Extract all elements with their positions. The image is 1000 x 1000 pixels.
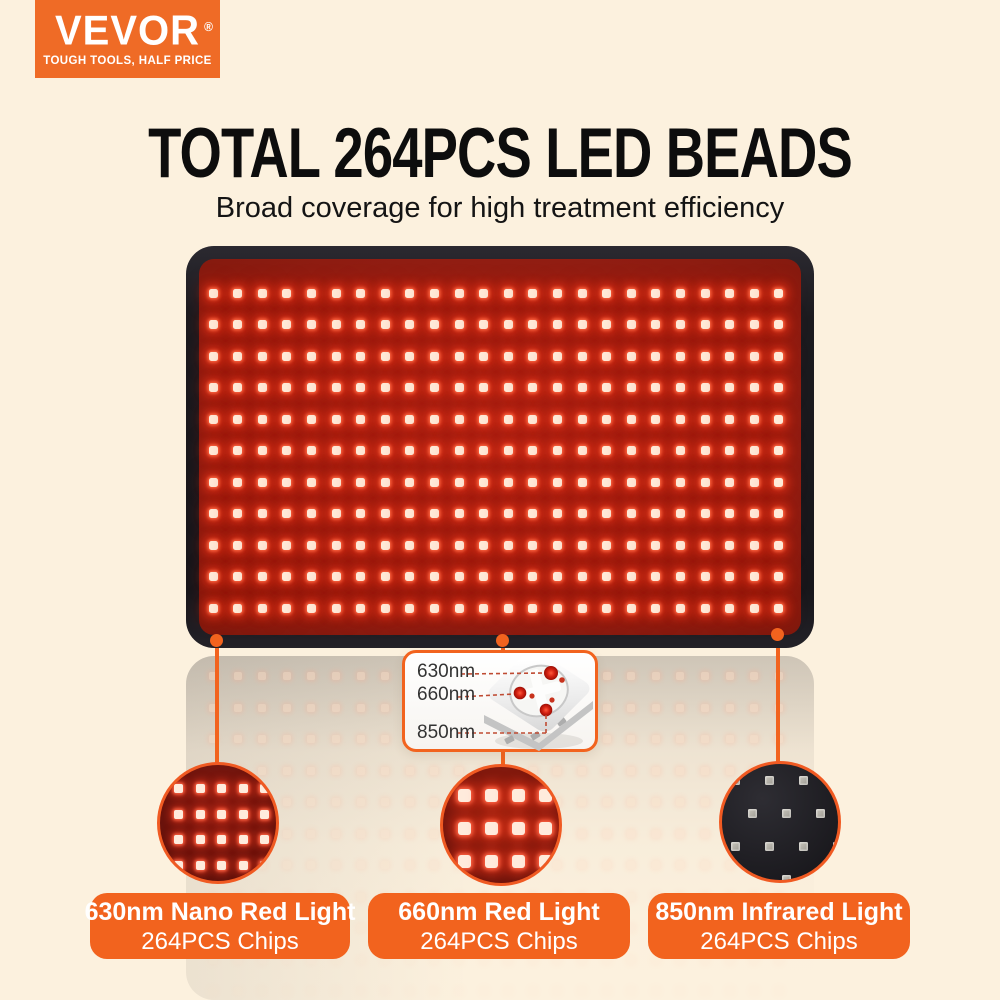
feature-bar-850nm: 850nm Infrared Light 264PCS Chips <box>648 893 910 959</box>
callout-label-850nm: 850nm <box>417 722 476 743</box>
callout-label-660nm: 660nm <box>417 684 476 705</box>
brand-logo: VEVOR ® TOUGH TOOLS, HALF PRICE <box>35 0 220 78</box>
chip-dot-850nm <box>539 703 553 717</box>
brand-name: VEVOR ® <box>54 7 213 55</box>
feature-title: 630nm Nano Red Light <box>84 897 356 926</box>
chip-dot-660nm <box>513 686 527 700</box>
brand-tagline: TOUGH TOOLS, HALF PRICE <box>43 55 212 67</box>
connector-dot-left <box>210 634 223 647</box>
feature-bar-660nm: 660nm Red Light 264PCS Chips <box>368 893 630 959</box>
page-title: TOTAL 264PCS LED BEADS <box>148 113 853 193</box>
magnifier-circle-850nm <box>719 761 841 883</box>
connector-line-right <box>776 634 780 766</box>
feature-title: 660nm Red Light <box>398 897 600 926</box>
connector-line-left <box>215 640 219 766</box>
feature-bar-630nm: 630nm Nano Red Light 264PCS Chips <box>85 893 355 959</box>
page-subtitle: Broad coverage for high treatment effici… <box>215 192 785 224</box>
callout-label-630nm: 630nm <box>417 661 476 682</box>
registered-mark: ® <box>204 19 215 35</box>
feature-title: 850nm Infrared Light <box>655 897 903 926</box>
magnifier-circle-660nm <box>440 764 562 886</box>
chip-dot-630nm <box>544 666 558 680</box>
magnifier-circle-630nm <box>157 762 279 884</box>
led-panel <box>186 246 814 648</box>
feature-chips: 264PCS Chips <box>420 927 578 955</box>
feature-chips: 264PCS Chips <box>141 927 299 955</box>
connector-dot-middle <box>496 634 509 647</box>
connector-dot-right <box>771 628 784 641</box>
feature-chips: 264PCS Chips <box>700 927 858 955</box>
led-chip-illustration <box>457 653 593 751</box>
wavelength-callout: 630nm 660nm 850nm <box>402 650 598 752</box>
brand-name-text: VEVOR <box>54 7 201 55</box>
